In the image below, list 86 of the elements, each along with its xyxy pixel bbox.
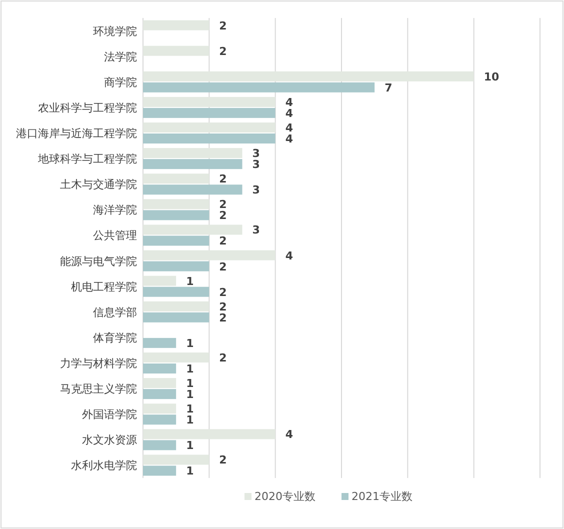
data-label: 4 <box>285 428 294 442</box>
y-tick-label: 商学院 <box>104 76 137 89</box>
data-label: 10 <box>484 70 500 84</box>
bar <box>143 261 210 272</box>
data-label: 1 <box>186 464 194 478</box>
bar <box>143 82 375 92</box>
y-tick-label: 港口海岸与近海工程学院 <box>16 127 137 140</box>
bar <box>143 96 276 107</box>
bar <box>143 404 176 414</box>
y-tick-label: 力学与材料学院 <box>60 357 137 370</box>
data-label: 2 <box>219 260 227 274</box>
bar <box>143 46 210 56</box>
y-tick-label: 机电工程学院 <box>71 280 137 294</box>
bar <box>143 389 176 400</box>
y-tick-label: 马克思主义学院 <box>60 382 137 396</box>
data-label: 2 <box>219 172 227 186</box>
data-label: 2 <box>219 209 227 222</box>
data-label: 1 <box>186 414 194 427</box>
data-label: 2 <box>219 300 227 314</box>
legend-label: 2020专业数 <box>254 490 316 503</box>
y-tick-label: 信息学部 <box>93 306 137 319</box>
bar <box>143 224 242 235</box>
bar <box>143 148 242 158</box>
bar <box>143 286 210 297</box>
data-label: 2 <box>219 198 227 212</box>
bar <box>143 159 242 170</box>
data-label: 4 <box>285 106 294 120</box>
bar <box>143 184 242 195</box>
y-tick-label: 地球科学与工程学院 <box>37 152 137 166</box>
bar <box>143 174 210 184</box>
data-label: 1 <box>186 388 194 402</box>
bar <box>143 20 210 30</box>
data-label: 1 <box>186 402 194 416</box>
data-label: 2 <box>219 234 227 248</box>
data-label: 1 <box>186 362 194 376</box>
bar <box>143 301 210 312</box>
bar <box>143 454 210 465</box>
y-tick-label: 外国语学院 <box>82 408 137 422</box>
data-label: 2 <box>219 286 227 299</box>
data-label: 3 <box>252 184 260 197</box>
bar <box>143 71 474 82</box>
bar <box>143 210 210 220</box>
data-label: 2 <box>219 44 227 58</box>
data-label: 2 <box>219 311 227 324</box>
data-label: 2 <box>219 19 227 32</box>
bar <box>143 440 176 450</box>
bar <box>143 108 276 118</box>
y-tick-label: 土木与交通学院 <box>60 178 137 192</box>
data-label: 4 <box>285 122 294 134</box>
data-label: 1 <box>186 336 194 350</box>
bar <box>143 199 210 210</box>
data-label: 4 <box>285 249 294 262</box>
y-tick-label: 体育学院 <box>93 331 137 344</box>
bar <box>143 466 176 476</box>
y-tick-label: 水利水电学院 <box>71 459 137 472</box>
bar <box>143 338 176 348</box>
data-label: 1 <box>186 274 194 288</box>
data-label: 4 <box>285 132 294 146</box>
y-tick-label: 公共管理 <box>93 229 137 242</box>
bar <box>143 352 210 362</box>
bar <box>143 312 210 322</box>
data-label: 3 <box>252 224 260 237</box>
data-label: 2 <box>219 454 227 467</box>
data-label: 4 <box>285 96 294 109</box>
bar <box>143 364 176 374</box>
data-label: 2 <box>219 352 227 364</box>
data-label: 3 <box>252 147 260 160</box>
y-tick-label: 环境学院 <box>93 24 137 38</box>
bar <box>143 250 276 260</box>
data-label: 1 <box>186 439 194 452</box>
bar <box>143 236 210 246</box>
y-tick-label: 水文水资源 <box>82 434 137 447</box>
y-tick-label: 农业科学与工程学院 <box>38 101 137 114</box>
y-tick-label: 能源与电气学院 <box>60 254 137 268</box>
legend-label: 2021专业数 <box>352 490 412 503</box>
data-label: 1 <box>186 377 194 390</box>
bar <box>143 429 276 440</box>
bar <box>143 134 276 144</box>
data-label: 7 <box>384 81 392 94</box>
bar <box>143 378 176 388</box>
bar <box>143 276 176 286</box>
bar <box>143 122 276 132</box>
bar <box>143 414 176 425</box>
data-label: 3 <box>252 158 260 172</box>
y-tick-label: 法学院 <box>104 50 137 64</box>
y-tick-label: 海洋学院 <box>93 204 137 217</box>
